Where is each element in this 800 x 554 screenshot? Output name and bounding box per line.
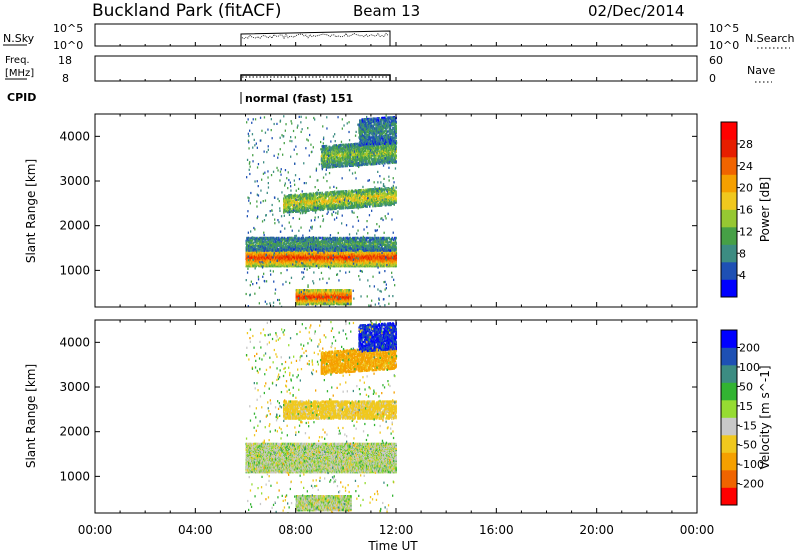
data-cell bbox=[254, 246, 257, 249]
date-label: 02/Dec/2014 bbox=[588, 2, 684, 20]
data-cell bbox=[256, 236, 258, 240]
nsky-trace bbox=[240, 30, 391, 46]
nsearch-tick-bottom: 10^0 bbox=[709, 39, 739, 52]
data-cell bbox=[333, 289, 336, 292]
data-cell bbox=[253, 236, 255, 240]
freq-unit-label: [MHz] bbox=[5, 68, 34, 79]
nsky-trace-noise bbox=[241, 32, 389, 40]
data-cell bbox=[342, 289, 344, 292]
nsearch-tick-top: 10^5 bbox=[709, 22, 739, 35]
data-cell bbox=[249, 249, 252, 252]
beam-label: Beam 13 bbox=[353, 2, 420, 20]
data-cell bbox=[350, 291, 352, 294]
data-cell bbox=[246, 239, 248, 243]
nsearch-trace bbox=[241, 32, 389, 40]
freq-label: Freq. bbox=[5, 55, 30, 66]
freq-tick-bottom: 8 bbox=[62, 72, 69, 85]
data-cell bbox=[250, 243, 252, 246]
nsky-tick-top: 10^5 bbox=[53, 22, 83, 35]
power-heatmap bbox=[245, 114, 398, 307]
data-cell bbox=[248, 240, 250, 244]
data-cell bbox=[258, 242, 260, 245]
nave-tick-bottom: 0 bbox=[709, 72, 716, 85]
data-cell bbox=[349, 289, 351, 292]
nsky-label: N.Sky bbox=[3, 32, 35, 45]
data-cell bbox=[250, 236, 252, 240]
plot-title: Buckland Park (fitACF) bbox=[92, 1, 282, 21]
data-cell bbox=[259, 249, 261, 252]
data-cell bbox=[350, 260, 352, 264]
data-cell bbox=[296, 259, 298, 262]
data-cell bbox=[250, 245, 252, 248]
data-cell bbox=[246, 236, 248, 240]
cpid-label: CPID bbox=[7, 91, 36, 104]
data-cell bbox=[395, 259, 397, 262]
nsky-tick-bottom: 10^0 bbox=[53, 39, 83, 52]
data-cell bbox=[350, 296, 352, 299]
nsearch-label: N.Search bbox=[745, 32, 795, 45]
cpid-text: normal (fast) 151 bbox=[245, 92, 353, 105]
nave-label: Nave bbox=[747, 64, 775, 77]
freq-tick-top: 18 bbox=[58, 54, 72, 67]
data-cell bbox=[253, 241, 255, 244]
data-cell bbox=[395, 254, 397, 257]
data-cell bbox=[250, 241, 252, 244]
data-cell bbox=[254, 243, 257, 246]
data-cell bbox=[253, 244, 255, 247]
nave-tick-top: 60 bbox=[709, 54, 723, 67]
data-cell bbox=[362, 264, 364, 268]
freq-trace bbox=[240, 74, 391, 81]
data-cell bbox=[350, 289, 352, 292]
